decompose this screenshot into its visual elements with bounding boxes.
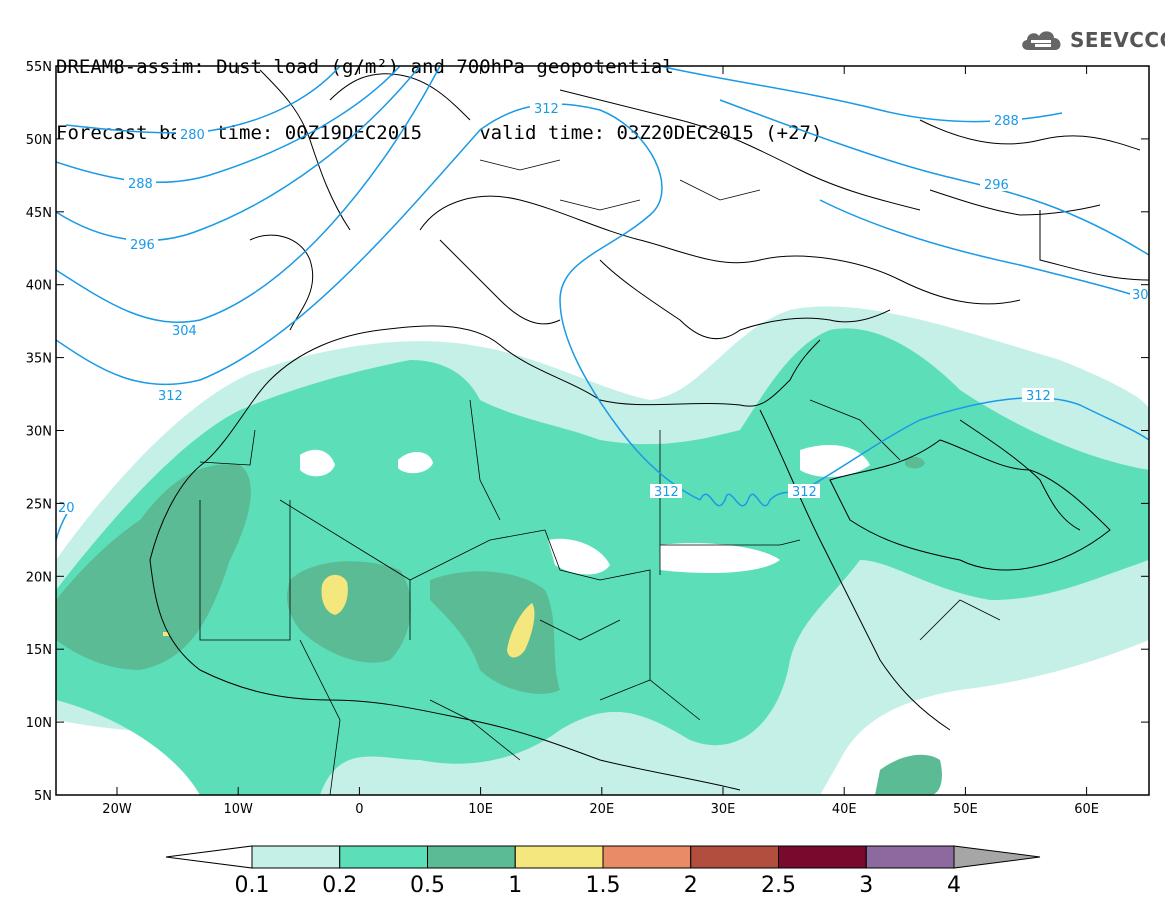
dust-dark-5 (905, 456, 925, 469)
dust-dark-4 (875, 754, 942, 795)
colorbar-over-triangle (953, 845, 1041, 869)
contour-label: 312 (792, 485, 817, 500)
lon-tick-label: 10E (468, 802, 493, 817)
colorbar-label: 3 (859, 873, 873, 898)
latitude-axis: 55N 50N 45N 40N 35N 30N 25N 20N 15N 10N 5N (26, 60, 1149, 804)
lat-tick-label: 50N (26, 133, 52, 148)
colorbar-label: 2.5 (761, 873, 796, 898)
colorbar: 0.1 0.2 0.5 1 1.5 2 2.5 3 4 (165, 845, 1041, 898)
contour-label: 30 (1132, 288, 1149, 303)
contour-label: 304 (172, 324, 197, 339)
contour-labels: 280 288 296 304 312 312 312 312 312 288 … (57, 101, 1149, 516)
colorbar-label: 4 (947, 873, 961, 898)
lon-tick-label: 40E (832, 802, 857, 817)
lat-tick-label: 35N (26, 352, 52, 367)
colorbar-box (690, 845, 779, 869)
contour-296-east (719, 99, 1149, 256)
colorbar-box (339, 845, 428, 869)
lon-tick-label: 20W (102, 802, 132, 817)
contour-label: 288 (128, 177, 153, 192)
colorbar-label: 2 (684, 873, 698, 898)
colorbar-box (778, 845, 867, 869)
clear-patch-4 (660, 543, 780, 573)
colorbar-label: 1.5 (586, 873, 621, 898)
lon-tick-label: 60E (1074, 802, 1099, 817)
clear-patch-2 (398, 452, 433, 474)
colorbar-label: 0.5 (410, 873, 445, 898)
dust-yellow-2 (507, 603, 535, 658)
lon-tick-label: 10W (223, 802, 253, 817)
lon-tick-label: 20E (589, 802, 614, 817)
clear-patch-1 (300, 449, 335, 477)
longitude-axis: 20W 10W 0 10E 20E 30E 40E 50E 60E (102, 66, 1099, 817)
contour-label: 312 (534, 102, 559, 117)
dust-yellow-3 (163, 632, 169, 636)
contour-312-wave (699, 491, 801, 507)
lon-tick-label: 30E (711, 802, 736, 817)
lon-tick-label: 0 (355, 802, 363, 817)
lat-tick-label: 15N (26, 643, 52, 658)
colorbar-box (602, 845, 692, 869)
contour-280 (65, 66, 341, 134)
geopotential-contours (56, 66, 1149, 541)
colorbar-box (514, 845, 604, 869)
lat-tick-label: 45N (26, 206, 52, 221)
contour-304 (56, 66, 441, 323)
contour-312-west (56, 103, 701, 501)
contour-label: 288 (994, 114, 1019, 129)
lat-tick-label: 5N (34, 789, 52, 804)
map-area (56, 66, 1149, 795)
title-line-1: DREAM8-assim: Dust load (g/m²) and 700hP… (56, 56, 674, 78)
logo-text: SEEVCCC (1070, 28, 1165, 52)
contour-label: 312 (654, 485, 679, 500)
contour-312-east (799, 397, 1149, 493)
lat-tick-label: 20N (26, 570, 52, 585)
cloud-icon (1022, 31, 1061, 50)
colorbar-label: 1 (508, 873, 522, 898)
lat-tick-label: 30N (26, 425, 52, 440)
contour-label: 296 (130, 238, 155, 253)
country-borders (199, 159, 1001, 795)
logo: SEEVCCC (1018, 26, 1165, 54)
colorbar-label: 0.2 (322, 873, 357, 898)
colorbar-label: 0.1 (235, 873, 270, 898)
dust-dark-1 (56, 464, 251, 670)
clear-patch-5 (800, 445, 870, 477)
lat-tick-label: 40N (26, 279, 52, 294)
clear-patch-3 (548, 538, 610, 575)
contour-304-east (819, 199, 1149, 301)
contour-label: 20 (58, 501, 75, 516)
contour-288 (56, 66, 401, 183)
contour-label: 280 (180, 128, 205, 143)
colorbar-box (251, 845, 341, 869)
contour-label: 296 (984, 178, 1009, 193)
lat-tick-label: 25N (26, 497, 52, 512)
dust-dark-2 (287, 561, 411, 663)
dust-dark-3 (430, 571, 560, 694)
lon-tick-label: 50E (953, 802, 978, 817)
lat-tick-label: 10N (26, 716, 52, 731)
dust-yellow-1 (321, 574, 348, 615)
contour-label: 312 (158, 389, 183, 404)
contour-296 (56, 66, 421, 242)
colorbar-under-triangle (165, 845, 253, 869)
contour-label: 312 (1026, 389, 1051, 404)
colorbar-box (865, 845, 955, 869)
colorbar-box (427, 845, 516, 869)
coastlines (149, 69, 1149, 791)
header: DREAM8-assim: Dust load (g/m²) and 700hP… (56, 12, 822, 166)
lat-tick-label: 55N (26, 60, 52, 75)
